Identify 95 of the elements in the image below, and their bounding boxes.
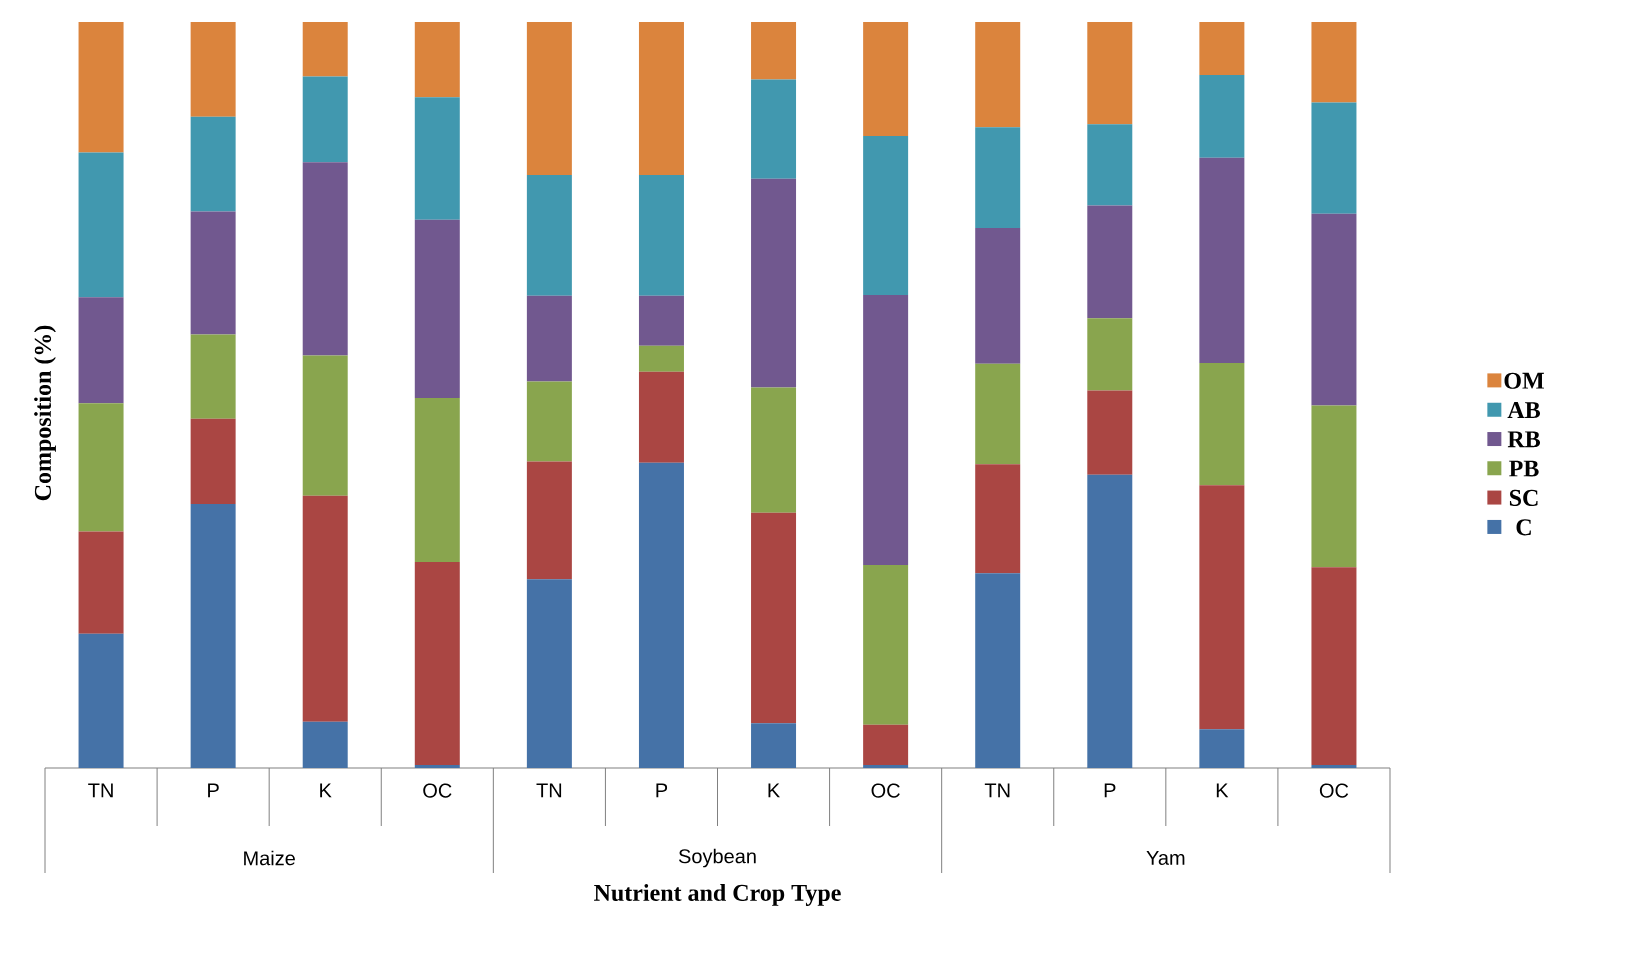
text: Maize bbox=[244, 850, 295, 866]
bar bbox=[78, 152, 124, 298]
x-tick-label: P bbox=[1104, 783, 1116, 798]
legend-label: OM bbox=[1504, 372, 1544, 389]
bar bbox=[975, 127, 1021, 228]
bar bbox=[863, 724, 909, 765]
x-tick-label: TN bbox=[88, 783, 113, 798]
bar bbox=[975, 573, 1021, 768]
x-tick-label: P bbox=[208, 783, 219, 798]
x-axis-title: Nutrient and Crop Type bbox=[594, 884, 841, 906]
bar bbox=[863, 565, 909, 725]
bar bbox=[190, 211, 236, 335]
bar bbox=[1311, 405, 1357, 568]
bar bbox=[751, 21, 797, 80]
y-axis-title: Composition (%) bbox=[34, 325, 56, 501]
legend-label: RB bbox=[1507, 431, 1541, 448]
bar bbox=[863, 295, 909, 566]
bar bbox=[190, 418, 236, 504]
bar bbox=[1199, 485, 1245, 730]
bar bbox=[638, 174, 684, 296]
bar bbox=[638, 21, 684, 175]
bar bbox=[751, 79, 797, 179]
bar bbox=[1087, 318, 1133, 391]
legend-label: SC bbox=[1509, 489, 1538, 506]
text: Yam bbox=[1146, 851, 1185, 865]
bar bbox=[302, 162, 348, 356]
bar bbox=[1199, 729, 1245, 768]
bar bbox=[302, 355, 348, 496]
bar bbox=[526, 174, 572, 296]
x-tick-label: P bbox=[656, 783, 668, 798]
bar bbox=[638, 462, 684, 768]
legend-label: AB bbox=[1507, 402, 1541, 418]
bar bbox=[863, 21, 909, 137]
bar bbox=[1199, 21, 1245, 75]
bar bbox=[414, 765, 460, 768]
bar bbox=[190, 116, 236, 212]
x-tick-label: TN bbox=[536, 783, 562, 798]
bar bbox=[526, 579, 572, 768]
x-tick-label: OC bbox=[1319, 783, 1349, 798]
legend-label: C bbox=[1516, 519, 1531, 536]
bar bbox=[302, 76, 348, 163]
bar bbox=[414, 397, 460, 563]
bar bbox=[190, 21, 236, 117]
bar bbox=[638, 371, 684, 463]
bar bbox=[1087, 124, 1133, 206]
bar bbox=[526, 461, 572, 580]
x-tick-label: K bbox=[1216, 783, 1229, 798]
bar bbox=[526, 21, 572, 175]
bar bbox=[414, 97, 460, 220]
bar bbox=[526, 381, 572, 462]
bar bbox=[863, 765, 909, 768]
text: Soybean bbox=[678, 848, 756, 868]
bar bbox=[414, 21, 460, 98]
x-tick-label: K bbox=[768, 783, 780, 798]
bar bbox=[1087, 474, 1133, 768]
x-tick-label: TN bbox=[984, 783, 1010, 798]
bar bbox=[302, 21, 348, 77]
bar bbox=[1087, 21, 1133, 125]
bar bbox=[78, 531, 124, 634]
x-tick-label: OC bbox=[871, 783, 900, 798]
bar bbox=[190, 334, 236, 419]
bar bbox=[1199, 157, 1245, 363]
bar bbox=[751, 512, 797, 724]
bar bbox=[1311, 567, 1357, 765]
bar bbox=[1311, 21, 1357, 103]
bar bbox=[1311, 765, 1357, 768]
legend-label: PB bbox=[1509, 460, 1539, 477]
bar bbox=[1311, 213, 1357, 406]
bar bbox=[302, 721, 348, 768]
bar bbox=[526, 295, 572, 382]
x-tick-label: K bbox=[320, 783, 332, 798]
bar bbox=[751, 723, 797, 768]
bar bbox=[78, 403, 124, 532]
bar bbox=[302, 495, 348, 722]
bar bbox=[78, 633, 124, 768]
bar bbox=[1087, 390, 1133, 475]
bar bbox=[414, 562, 460, 765]
bar bbox=[414, 219, 460, 398]
bar bbox=[751, 387, 797, 513]
bar bbox=[78, 21, 124, 153]
bar bbox=[751, 178, 797, 388]
bar bbox=[975, 464, 1021, 574]
bar bbox=[975, 363, 1021, 465]
bar bbox=[975, 21, 1021, 128]
bar bbox=[638, 295, 684, 346]
bar bbox=[1087, 205, 1133, 319]
bar bbox=[975, 227, 1021, 364]
bar bbox=[863, 136, 909, 296]
bar bbox=[1199, 362, 1245, 486]
x-tick-label: OC bbox=[423, 783, 452, 798]
bar bbox=[78, 297, 124, 404]
bar bbox=[190, 503, 236, 768]
bar bbox=[638, 345, 684, 372]
bar bbox=[1199, 74, 1245, 158]
bar bbox=[1311, 102, 1357, 214]
